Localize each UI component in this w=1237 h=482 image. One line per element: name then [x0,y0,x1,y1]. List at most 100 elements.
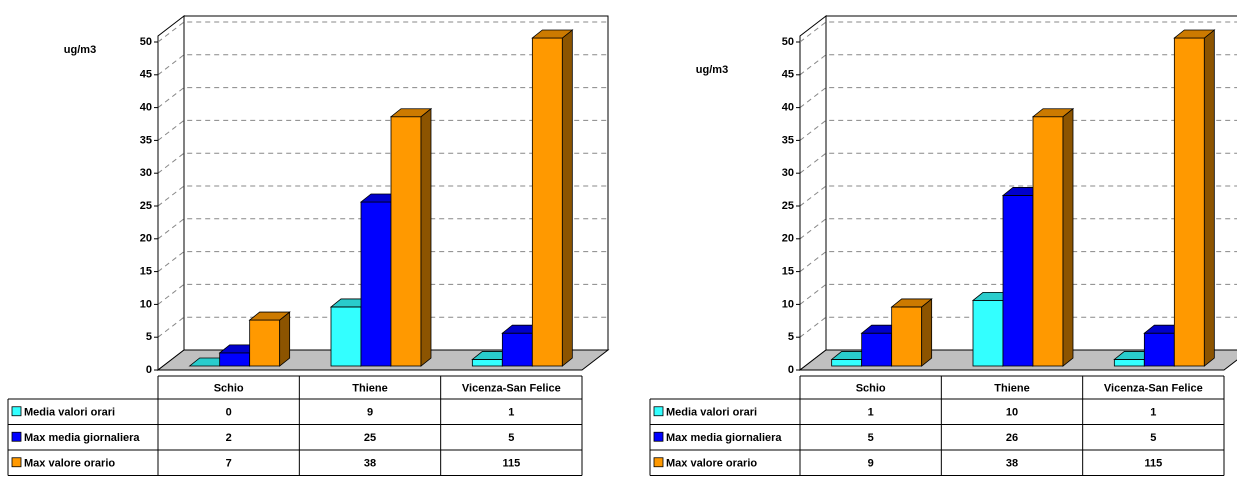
table-value: 26 [1006,432,1018,444]
grid-line [799,316,1237,338]
legend-swatch [653,406,664,417]
grid-line [157,185,608,207]
table-value: 5 [868,432,874,444]
grid-line [157,54,608,76]
bar [501,332,533,367]
bar [360,201,392,367]
y-tick-label: 50 [140,36,152,48]
bar-top [1173,29,1216,39]
legend-label: Max media giornaliera [666,432,782,444]
bar-top [890,298,933,308]
y-tick-label: 20 [782,233,794,245]
legend-swatch [653,431,664,442]
table-value: 1 [508,407,514,419]
bar-side [561,29,573,367]
grid-line [799,283,1237,305]
y-tick-label: 35 [140,134,152,146]
bar [471,359,503,367]
y-tick-label: 0 [146,364,152,376]
table-value: 115 [502,458,520,470]
category-label: Thiene [994,382,1029,394]
bar [831,359,863,367]
table-value: 1 [868,407,874,419]
grid-line [157,316,608,338]
grid-line [157,218,608,240]
legend-swatch [11,457,22,468]
bar [1032,116,1064,367]
table-value: 38 [364,458,376,470]
category-label: Schio [214,382,244,394]
legend-label: Max media giornaliera [24,432,140,444]
grid-line [799,54,1237,76]
table-value: 0 [226,407,232,419]
y-tick-label: 15 [140,266,152,278]
legend-swatch [11,431,22,442]
table-value: 9 [367,407,373,419]
bar-side [279,311,291,367]
y-axis-label: ug/m3 [64,44,96,56]
legend-swatch [11,406,22,417]
grid-line [157,119,608,141]
table-value: 10 [1006,407,1018,419]
table-value: 9 [868,458,874,470]
table-value: 7 [226,458,232,470]
bar-top [248,311,291,321]
bar-side [1062,107,1074,367]
y-tick-label: 40 [782,102,794,114]
category-label: Schio [856,382,886,394]
y-tick-label: 5 [788,331,794,343]
table-value: 2 [226,432,232,444]
bar [1173,37,1205,367]
grid-line [799,21,1237,43]
y-tick-label: 0 [788,364,794,376]
table-value: 1 [1150,407,1156,419]
bar [249,319,281,367]
bar [330,306,362,367]
bar-top [389,108,433,118]
grid-line [799,119,1237,141]
bar [219,352,251,367]
y-tick-label: 5 [146,331,152,343]
bar [531,37,563,367]
legend-swatch [653,457,664,468]
table-value: 5 [1150,432,1156,444]
side-wall [799,14,827,372]
legend-label: Media valori orari [666,407,757,419]
bar [861,332,893,367]
side-wall [157,14,185,372]
grid-line [157,251,608,272]
grid-line [157,21,608,43]
y-tick-label: 30 [140,167,152,179]
table-value: 5 [508,432,514,444]
table-value: 115 [1144,458,1162,470]
grid-line [799,218,1237,240]
grid-line [799,185,1237,207]
y-tick-label: 50 [782,36,794,48]
y-tick-label: 15 [782,266,794,278]
y-axis-label: ug/m3 [696,64,728,76]
y-tick-label: 45 [140,69,152,81]
category-label: Thiene [352,382,387,394]
bar [972,299,1004,367]
legend-label: Max valore orario [666,458,757,470]
bar [891,306,923,367]
bar [390,116,422,367]
y-tick-label: 25 [140,200,152,212]
y-tick-label: 40 [140,102,152,114]
bar-top [1031,108,1075,118]
bar-side [1203,29,1215,367]
bar [1113,359,1145,367]
bar-side [921,298,933,367]
grid-line [799,251,1237,272]
grid-line [157,283,608,305]
y-tick-label: 45 [782,69,794,81]
table-value: 38 [1006,458,1018,470]
y-tick-label: 30 [782,167,794,179]
bar-top [531,29,574,39]
category-label: Vicenza-San Felice [462,382,561,394]
grid-line [157,152,608,174]
y-tick-label: 10 [140,298,152,310]
y-tick-label: 25 [782,200,794,212]
grid-line [799,87,1237,108]
